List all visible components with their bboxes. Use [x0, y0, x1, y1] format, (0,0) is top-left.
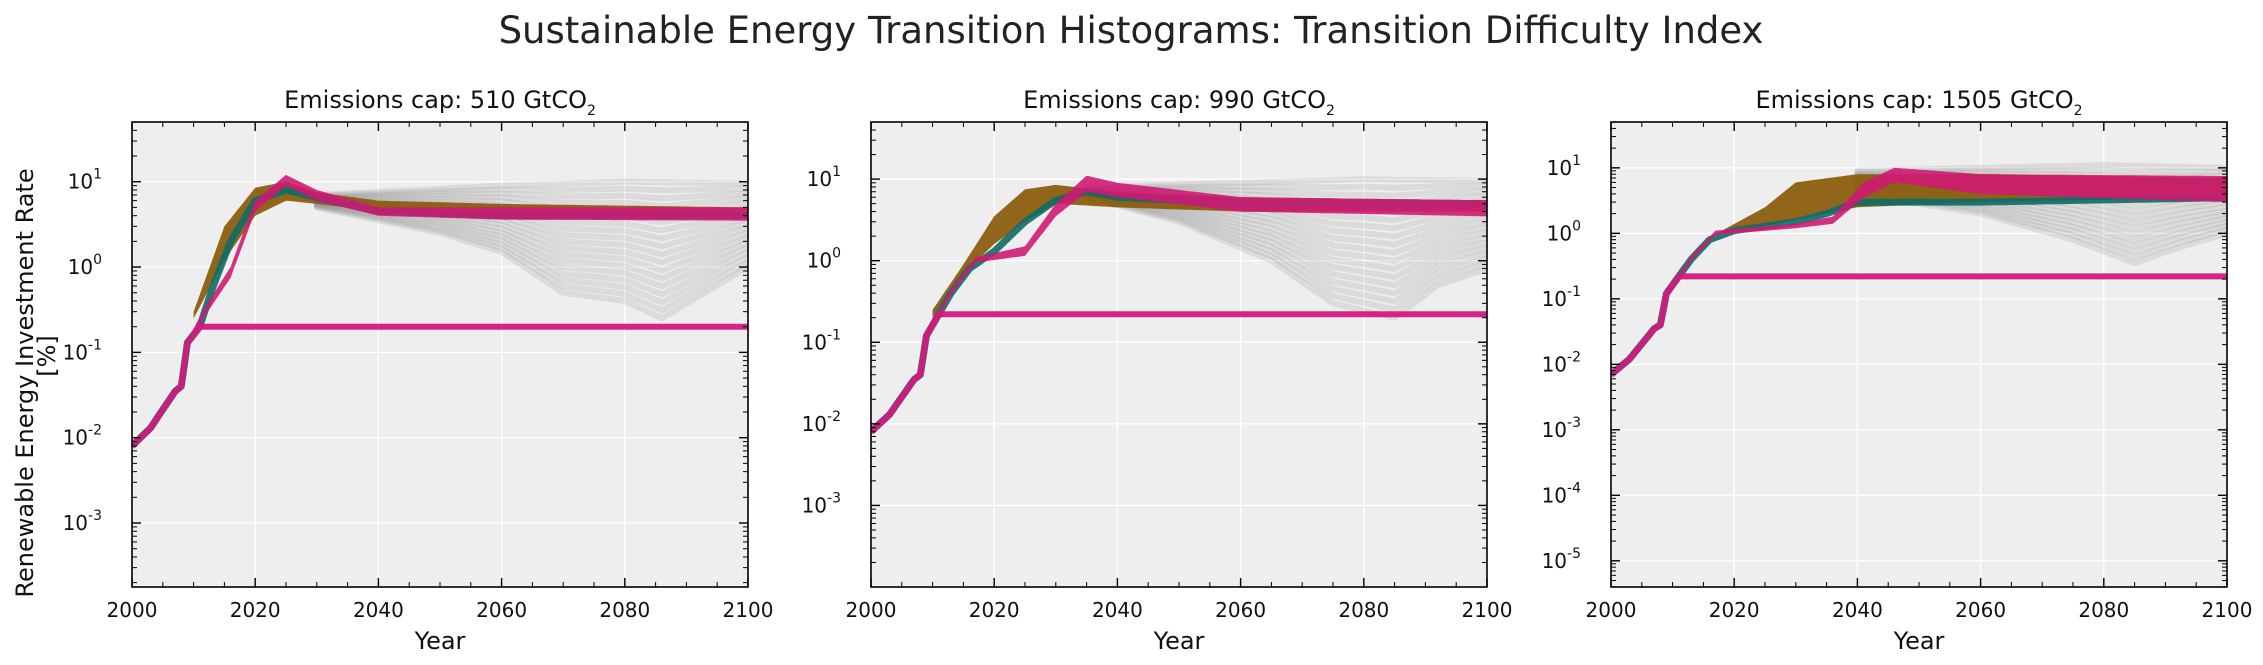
y-axis-label-line1: Renewable Energy Investment Rate: [11, 168, 39, 597]
x-tick-label: 2080: [599, 598, 650, 622]
x-tick-label: 2040: [353, 598, 404, 622]
early-magenta-line: [1611, 273, 2227, 377]
y-tick-label: 10-1: [1542, 284, 1581, 311]
x-tick-label: 2040: [1092, 598, 1143, 622]
grid: [1611, 122, 2227, 587]
early-magenta-line: [871, 311, 1487, 434]
x-tick-label: 2080: [1338, 598, 1389, 622]
y-tick-label: 10-1: [63, 337, 102, 364]
fan-line: [1083, 193, 1487, 305]
fan-line: [1854, 162, 2227, 174]
plot-area: [132, 175, 748, 449]
panel-510: 2000 2020 2040 2060 2080 2100 10-3 10-2 10-1 100 1…: [63, 86, 774, 655]
figure-title: Sustainable Energy Transition Histograms…: [499, 9, 1764, 52]
fan-line: [313, 202, 748, 306]
fan-line: [313, 203, 748, 314]
band-magenta: [187, 175, 748, 346]
y-tick-label: 10-2: [63, 423, 102, 450]
y-tick-label: 101: [68, 167, 102, 194]
fan-line: [313, 193, 748, 210]
panel-title: Emissions cap: 1505 GtCO2: [1755, 86, 2082, 119]
fan-line: [1083, 193, 1487, 313]
x-tick-label: 2020: [230, 598, 281, 622]
x-tick-label: 2040: [1832, 598, 1883, 622]
early-magenta-line: [132, 323, 748, 449]
y-tick-label: 101: [1547, 153, 1581, 180]
x-ticks: 2000 2020 2040 2060 2080 2100: [107, 122, 774, 622]
grid: [132, 122, 748, 587]
y-tick-label: 10-3: [63, 508, 102, 535]
band-magenta: [1666, 167, 2227, 297]
x-tick-label: 2020: [1709, 598, 1760, 622]
y-tick-label: 10-5: [1542, 546, 1581, 573]
fan-line: [1083, 192, 1487, 297]
y-tick-label: 10-1: [802, 327, 841, 354]
fan-line: [1083, 194, 1487, 321]
fan-line: [313, 190, 748, 202]
panel-title: Emissions cap: 510 GtCO2: [284, 86, 596, 119]
x-ticks: 2000 2020 2040 2060 2080 2100: [1586, 122, 2253, 622]
panel-title: Emissions cap: 990 GtCO2: [1023, 86, 1335, 119]
y-tick-label: 100: [807, 246, 841, 273]
base-line: [1611, 194, 2227, 378]
plot-area: [1611, 162, 2227, 378]
x-tick-label: 2000: [846, 598, 897, 622]
y-axis-label-line2: [%]: [33, 335, 61, 377]
fan-line: [313, 202, 748, 298]
y-tick-label: 10-3: [802, 490, 841, 517]
x-tick-label: 2060: [476, 598, 527, 622]
x-axis-label: Year: [1153, 627, 1205, 655]
y-tick-label: 100: [68, 252, 102, 279]
fan-line: [313, 185, 748, 199]
y-tick-label: 10-4: [1542, 480, 1582, 507]
x-tick-label: 2100: [723, 598, 774, 622]
fan-line: [1083, 176, 1487, 190]
x-tick-label: 2000: [1586, 598, 1637, 622]
y-tick-label: 10-2: [1542, 349, 1581, 376]
x-tick-label: 2000: [107, 598, 158, 622]
fan-line: [313, 204, 748, 322]
y-tick-label: 101: [807, 164, 841, 191]
y-axis-label: Renewable Energy Investment Rate [%]: [11, 168, 61, 597]
fan-line: [1083, 183, 1487, 191]
x-ticks: 2000 2020 2040 2060 2080 2100: [846, 122, 1513, 622]
x-tick-label: 2100: [1462, 598, 1513, 622]
fan-line: [313, 178, 748, 198]
x-tick-label: 2060: [1215, 598, 1266, 622]
x-tick-label: 2100: [2202, 598, 2253, 622]
x-tick-label: 2060: [1955, 598, 2006, 622]
x-axis-label: Year: [1893, 627, 1945, 655]
y-ticks: 10-3 10-2 10-1 100 101: [802, 121, 1487, 563]
x-axis-label: Year: [414, 627, 466, 655]
y-tick-label: 10-3: [1542, 415, 1581, 442]
y-tick-label: 100: [1547, 218, 1581, 245]
panel-1505: 2000 2020 2040 2060 2080 2100 10-5 10-4 10-3 10-2…: [1542, 86, 2253, 655]
panel-990: 2000 2020 2040 2060 2080 210010-310-210-11001…: [802, 86, 1513, 655]
y-tick-label: 10-2: [802, 409, 841, 436]
x-tick-label: 2020: [969, 598, 1020, 622]
plot-area: [871, 175, 1487, 435]
plot-background: [132, 122, 748, 587]
x-tick-label: 2080: [2078, 598, 2129, 622]
